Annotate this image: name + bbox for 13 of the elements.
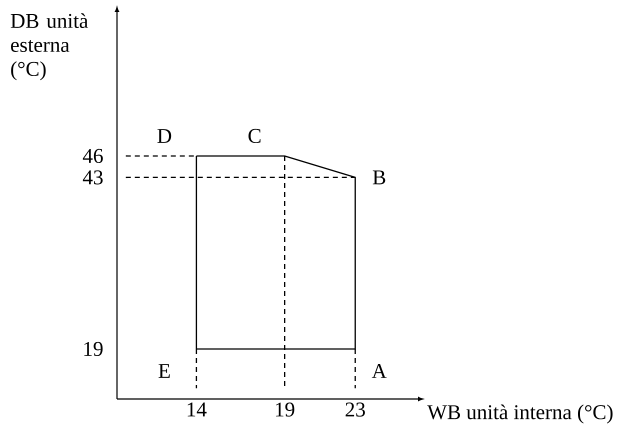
annotation: D [157,129,172,143]
y-tick-label: 46 [82,148,103,164]
y-axis-title: DB unità esterna (°C) [10,13,88,80]
x-tick-label: 14 [188,402,207,416]
x-tick-label: 19 [276,402,294,417]
x-axis-title: WB unità interna (°C) [427,404,613,424]
x-tick-label: 23 [346,402,365,417]
y-tick-label: 19 [84,342,103,356]
annotation: A [372,364,387,378]
annotation: B [372,170,386,184]
y-tick-label: 43 [82,170,103,184]
annotation: C [248,128,260,144]
annotation: E [158,364,170,378]
